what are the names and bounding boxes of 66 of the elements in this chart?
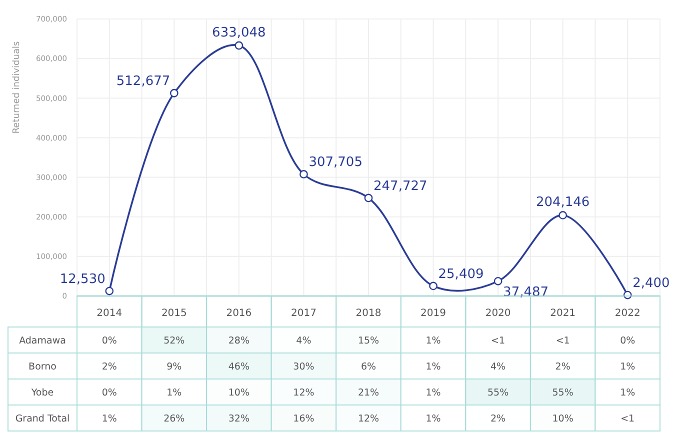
text: <1 — [556, 335, 570, 346]
x-tick-label: 2020 — [485, 308, 511, 319]
data-label: 4% — [490, 361, 506, 372]
x-tick-label: 2014 — [96, 308, 122, 319]
y-tick-label: Grand Total — [15, 413, 70, 424]
data-label: 0% — [102, 335, 117, 346]
data-label: 28% — [228, 335, 250, 346]
data-label: 2% — [490, 413, 506, 424]
data-label: 30% — [293, 361, 314, 372]
data-label: 204,146 — [536, 195, 590, 210]
data-label: 1% — [426, 335, 441, 346]
data-label: 1% — [620, 387, 636, 398]
point — [105, 286, 114, 296]
point — [364, 194, 373, 202]
data-label: 1% — [166, 387, 182, 398]
y-tick-label: Yobe — [30, 387, 54, 398]
x-tick-label: 2017 — [290, 308, 316, 319]
data-label: 633,048 — [212, 25, 266, 40]
text: <1 — [491, 335, 506, 346]
data-label: 2% — [555, 361, 570, 372]
point — [170, 88, 178, 98]
data-label: 10% — [228, 387, 250, 398]
data-label: 12% — [358, 413, 380, 424]
data-label: 2% — [102, 361, 117, 372]
data-label: 4% — [296, 335, 312, 346]
data-label: 6% — [360, 361, 376, 372]
data-label: 12% — [293, 387, 314, 398]
data-label: 1% — [102, 413, 117, 424]
data-label: 1% — [620, 361, 636, 372]
point — [429, 282, 438, 290]
data-label: 12,530 — [60, 272, 106, 288]
data-label: 0% — [102, 387, 117, 398]
data-label: 32% — [228, 413, 250, 424]
data-label: 512,677 — [116, 74, 170, 90]
data-label: 52% — [164, 335, 185, 346]
x-tick-label: 2022 — [614, 308, 640, 319]
x-tick-label: 2019 — [420, 308, 446, 319]
data-label: 1% — [426, 361, 441, 372]
data-label: 25,409 — [438, 266, 484, 282]
data-label: 55% — [487, 387, 509, 398]
data-label: 46% — [228, 361, 250, 372]
data-label: 15% — [358, 335, 380, 346]
point — [300, 170, 308, 178]
data-label: 2,400 — [632, 276, 670, 292]
data-label: 307,705 — [308, 155, 362, 170]
point — [494, 276, 502, 286]
data-label: 9% — [166, 361, 182, 372]
text: <1 — [620, 413, 635, 424]
x-tick-label: 2018 — [356, 308, 382, 319]
data-label: 55% — [552, 387, 574, 398]
x-tick-label: 2015 — [161, 308, 187, 319]
x-tick-label: 2016 — [226, 308, 252, 319]
data-label: 1% — [426, 413, 441, 424]
data-label: 21% — [358, 387, 380, 398]
data-label: 1% — [426, 387, 441, 398]
data-label: 247,727 — [374, 178, 428, 194]
y-tick-label: Borno — [28, 361, 57, 372]
data-label: 26% — [164, 413, 185, 424]
data-label: 0% — [620, 335, 636, 346]
y-tick-label: Adamawa — [19, 335, 66, 346]
data-label: 16% — [293, 413, 314, 424]
point — [234, 41, 244, 50]
y-axis-title: Returned individuals — [12, 41, 22, 134]
point — [558, 211, 568, 220]
data-label: 10% — [552, 413, 574, 424]
x-tick-label: 2021 — [550, 308, 576, 319]
